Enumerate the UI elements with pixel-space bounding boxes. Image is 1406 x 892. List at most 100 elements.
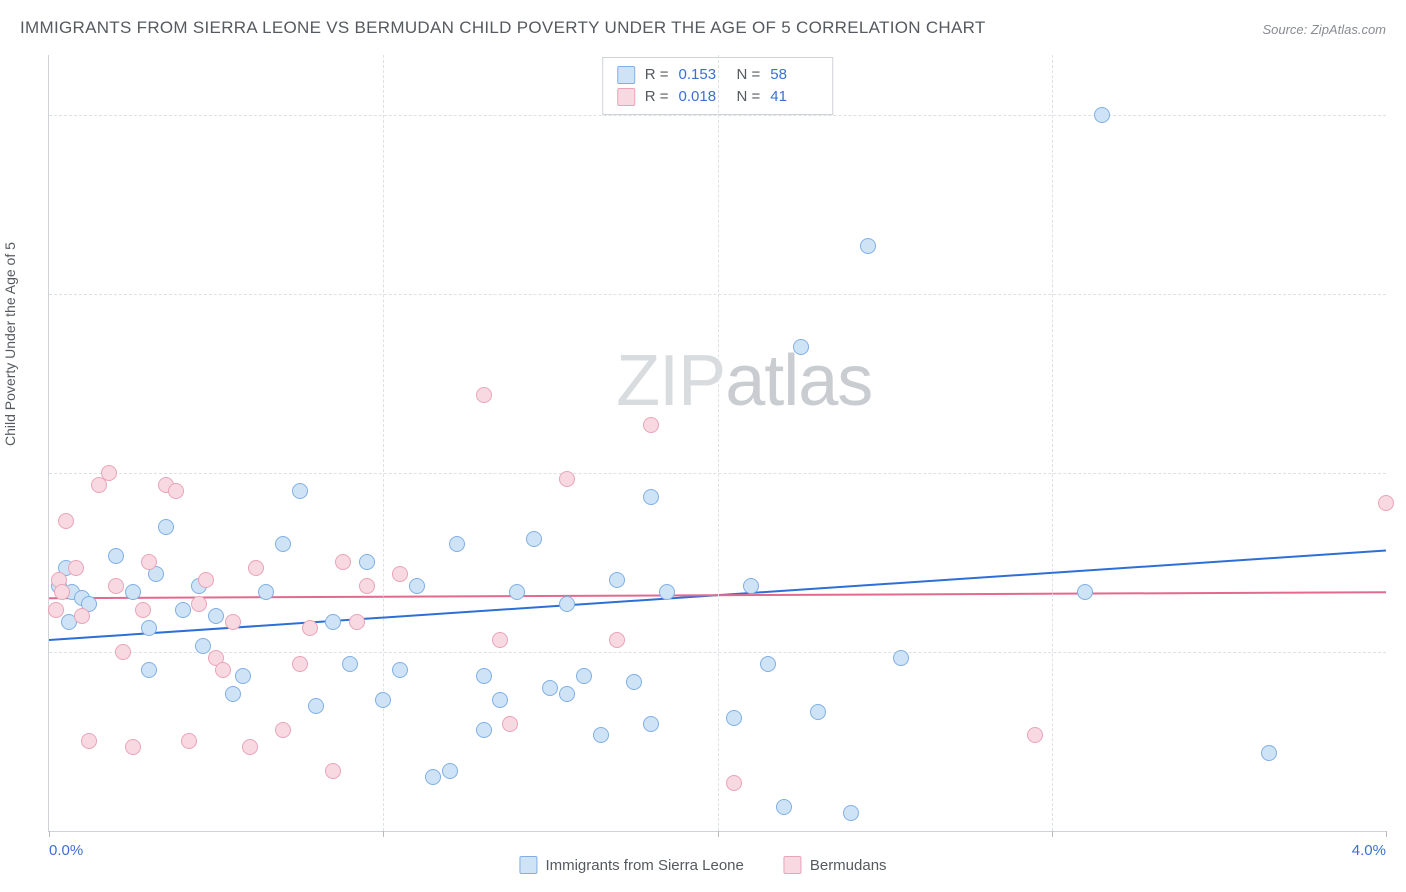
point-series-a [442, 763, 458, 779]
swatch-series-b [617, 88, 635, 106]
point-series-a [793, 339, 809, 355]
point-series-a [292, 483, 308, 499]
point-series-a [492, 692, 508, 708]
point-series-b [74, 608, 90, 624]
point-series-a [843, 805, 859, 821]
point-series-a [509, 584, 525, 600]
point-series-a [195, 638, 211, 654]
point-series-b [198, 572, 214, 588]
point-series-a [1261, 745, 1277, 761]
point-series-a [325, 614, 341, 630]
point-series-b [108, 578, 124, 594]
point-series-a [359, 554, 375, 570]
point-series-a [776, 799, 792, 815]
x-tick-mark [49, 831, 50, 837]
point-series-a [449, 536, 465, 552]
point-series-b [81, 733, 97, 749]
point-series-b [191, 596, 207, 612]
point-series-b [215, 662, 231, 678]
x-tick-mark [383, 831, 384, 837]
point-series-a [559, 596, 575, 612]
point-series-a [893, 650, 909, 666]
x-tick-min: 0.0% [49, 842, 83, 859]
n-value-b: 41 [770, 86, 818, 108]
point-series-b [292, 656, 308, 672]
point-series-b [225, 614, 241, 630]
point-series-b [248, 560, 264, 576]
point-series-a [108, 548, 124, 564]
point-series-a [175, 602, 191, 618]
point-series-b [1378, 495, 1394, 511]
point-series-b [181, 733, 197, 749]
point-series-a [141, 620, 157, 636]
watermark-text-a: ZIP [616, 341, 725, 421]
point-series-b [242, 739, 258, 755]
point-series-b [54, 584, 70, 600]
y-tick-label: 45.0% [1396, 285, 1406, 302]
point-series-a [760, 656, 776, 672]
point-series-a [275, 536, 291, 552]
point-series-b [359, 578, 375, 594]
point-series-a [593, 727, 609, 743]
legend-swatch-b [784, 856, 802, 874]
bottom-legend: Immigrants from Sierra Leone Bermudans [519, 856, 886, 874]
point-series-a [576, 668, 592, 684]
point-series-a [308, 698, 324, 714]
point-series-b [559, 471, 575, 487]
point-series-b [135, 602, 151, 618]
point-series-b [335, 554, 351, 570]
point-series-b [492, 632, 508, 648]
legend-item-b: Bermudans [784, 856, 887, 874]
x-tick-mark [718, 831, 719, 837]
point-series-a [208, 608, 224, 624]
point-series-b [726, 775, 742, 791]
point-series-b [609, 632, 625, 648]
point-series-b [168, 483, 184, 499]
chart-title: IMMIGRANTS FROM SIERRA LEONE VS BERMUDAN… [20, 18, 986, 38]
gridline-v [1052, 55, 1053, 831]
point-series-b [476, 387, 492, 403]
point-series-a [392, 662, 408, 678]
point-series-a [125, 584, 141, 600]
point-series-b [125, 739, 141, 755]
legend-item-a: Immigrants from Sierra Leone [519, 856, 743, 874]
point-series-b [302, 620, 318, 636]
n-label: N = [737, 64, 761, 86]
legend-label-b: Bermudans [810, 857, 887, 874]
point-series-a [425, 769, 441, 785]
n-value-a: 58 [770, 64, 818, 86]
point-series-b [58, 513, 74, 529]
point-series-a [609, 572, 625, 588]
point-series-b [1027, 727, 1043, 743]
gridline-v [718, 55, 719, 831]
point-series-b [275, 722, 291, 738]
y-tick-label: 15.0% [1396, 643, 1406, 660]
point-series-a [476, 668, 492, 684]
x-tick-mark [1052, 831, 1053, 837]
point-series-a [235, 668, 251, 684]
point-series-b [325, 763, 341, 779]
point-series-a [810, 704, 826, 720]
x-tick-max: 4.0% [1352, 842, 1386, 859]
r-value-b: 0.018 [679, 86, 727, 108]
point-series-a [626, 674, 642, 690]
point-series-b [349, 614, 365, 630]
point-series-a [743, 578, 759, 594]
point-series-a [542, 680, 558, 696]
r-value-a: 0.153 [679, 64, 727, 86]
y-tick-label: 30.0% [1396, 464, 1406, 481]
plot-area: ZIPatlas R = 0.153 N = 58 R = 0.018 N = … [48, 55, 1386, 832]
y-tick-label: 60.0% [1396, 106, 1406, 123]
point-series-b [68, 560, 84, 576]
point-series-a [158, 519, 174, 535]
point-series-a [409, 578, 425, 594]
point-series-a [258, 584, 274, 600]
point-series-b [141, 554, 157, 570]
point-series-b [502, 716, 518, 732]
point-series-a [141, 662, 157, 678]
swatch-series-a [617, 66, 635, 84]
point-series-a [1094, 107, 1110, 123]
y-axis-label: Child Poverty Under the Age of 5 [2, 242, 18, 446]
gridline-v [383, 55, 384, 831]
point-series-a [659, 584, 675, 600]
